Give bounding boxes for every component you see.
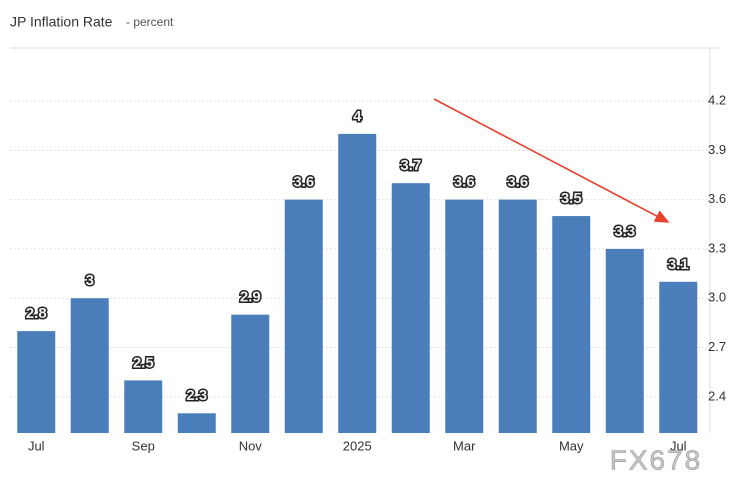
chart-subtitle: - percent xyxy=(126,15,174,29)
bar xyxy=(231,314,270,433)
value-label: 3.7 xyxy=(400,157,421,174)
x-tick-label: Jul xyxy=(670,438,687,453)
value-label: 2.8 xyxy=(26,305,47,322)
value-label: 2.3 xyxy=(186,387,207,404)
y-tick-label: 3.6 xyxy=(708,191,726,206)
y-tick-label: 2.4 xyxy=(708,388,726,403)
bar xyxy=(445,199,484,433)
x-tick-label: Jul xyxy=(28,438,45,453)
bar xyxy=(70,298,109,433)
value-label: 3.1 xyxy=(668,256,689,273)
bar xyxy=(498,199,537,433)
y-tick-label: 3.9 xyxy=(708,142,726,157)
trend-arrow xyxy=(433,98,670,223)
bar xyxy=(124,380,163,433)
chart-title: JP Inflation Rate xyxy=(10,14,113,30)
y-tick-label: 3.3 xyxy=(708,240,726,255)
bar xyxy=(338,133,377,433)
value-label: 2.9 xyxy=(240,289,261,306)
bar xyxy=(659,281,698,433)
bar xyxy=(177,413,216,433)
x-tick-label: Nov xyxy=(239,438,263,453)
bar xyxy=(391,183,430,433)
value-label: 3 xyxy=(86,272,94,289)
x-tick-label: Sep xyxy=(132,438,155,453)
value-label: 4 xyxy=(353,108,362,125)
watermark: FX678 xyxy=(610,444,703,475)
value-label: 3.3 xyxy=(614,223,635,240)
value-label: 2.5 xyxy=(133,354,154,371)
y-tick-label: 3.0 xyxy=(708,290,726,305)
x-tick-label: May xyxy=(559,438,584,453)
value-label: 3.6 xyxy=(507,174,528,191)
value-label: 3.6 xyxy=(454,174,475,191)
bar xyxy=(552,216,591,433)
value-label: 3.6 xyxy=(293,174,314,191)
y-tick-label: 4.2 xyxy=(708,92,726,107)
x-tick-label: Mar xyxy=(453,438,476,453)
value-label: 3.5 xyxy=(561,190,582,207)
y-tick-label: 2.7 xyxy=(708,339,726,354)
bar xyxy=(605,248,644,433)
bar xyxy=(17,331,56,433)
x-tick-label: 2025 xyxy=(343,438,372,453)
bar xyxy=(284,199,323,433)
